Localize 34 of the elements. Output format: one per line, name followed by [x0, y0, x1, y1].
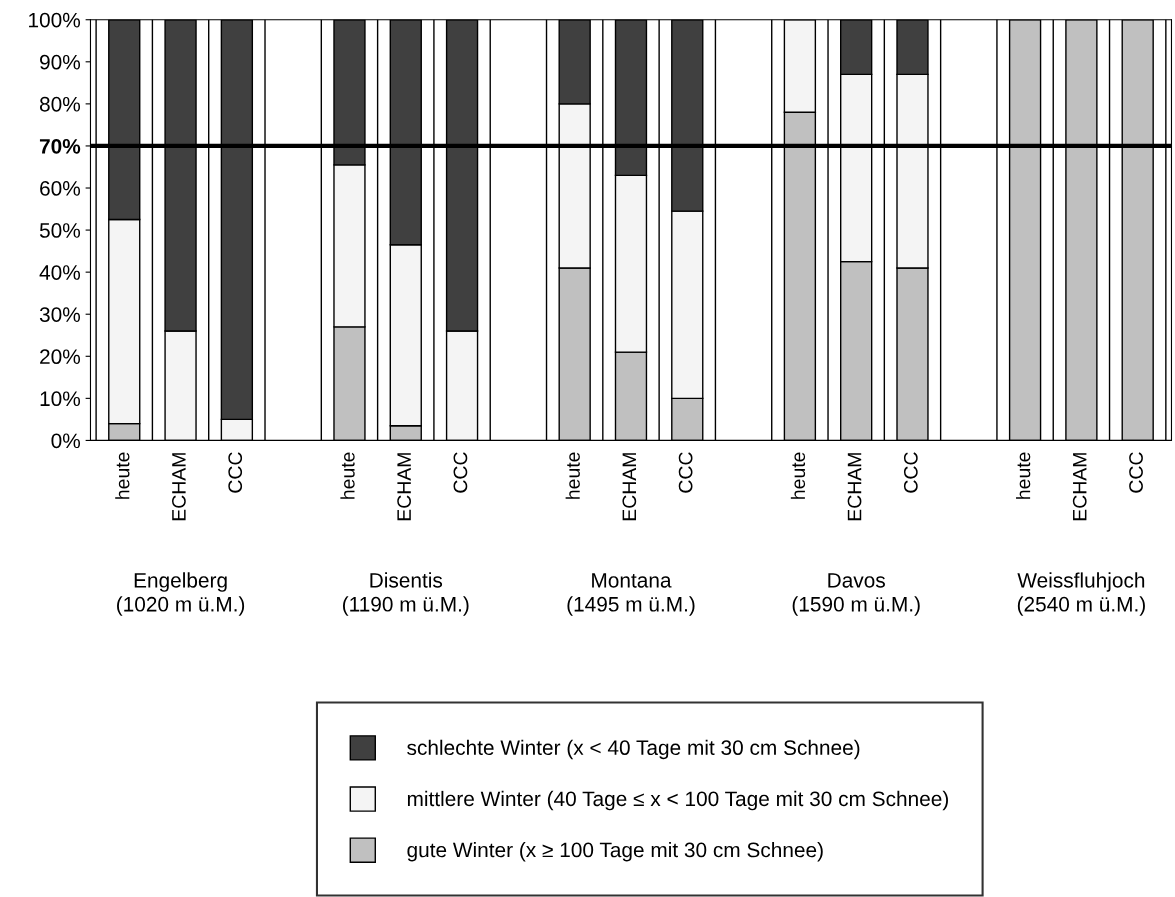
y-tick-label: 100% — [29, 12, 81, 28]
x-tick-label: ECHAM — [1072, 453, 1087, 521]
legend-label: gute Winter (x ≥ 100 Tage mit 30 cm Schnee) — [407, 842, 823, 862]
legend-label: schlechte Winter (x < 40 Tage mit 30 cm Schnee) — [407, 739, 860, 760]
x-tick-label: ECHAM — [172, 453, 186, 521]
y-tick-label: 60% — [40, 181, 81, 196]
x-tick-label: heute — [565, 452, 580, 499]
x-tick-label: CCC — [903, 452, 918, 493]
y-tick-label: 90% — [40, 54, 81, 70]
y-tick-label: 70% — [39, 138, 81, 154]
text: Disentis (1190 m ü.M.) — [343, 572, 469, 616]
text: Davos (1590 m ü.M.) — [792, 573, 920, 616]
y-tick-label: 40% — [39, 265, 81, 280]
y-tick-label: 20% — [40, 349, 81, 365]
y-tick-label: 80% — [39, 96, 81, 112]
y-tick-label: 50% — [39, 223, 81, 238]
x-tick-label: CCC — [1129, 452, 1143, 493]
text: Weissfluhjoch (2540 m ü.M.) — [1017, 572, 1145, 616]
y-tick-label: 0% — [51, 433, 81, 449]
x-tick-label: ECHAM — [397, 453, 411, 521]
x-tick-label: heute — [340, 452, 355, 499]
x-tick-label: ECHAM — [847, 453, 862, 521]
y-tick-label: 30% — [39, 307, 81, 322]
x-tick-label: CCC — [678, 452, 693, 493]
text: Montana (1495 m ü.M.) — [567, 573, 695, 616]
x-tick-label: heute — [790, 452, 806, 499]
x-tick-label: heute — [115, 452, 130, 499]
legend-label: mittlere Winter (40 Tage ≤ x < 100 Tage mit 30 cm Schnee) — [407, 790, 948, 811]
x-tick-label: CCC — [228, 452, 243, 493]
x-tick-label: ECHAM — [622, 453, 637, 521]
x-tick-label: CCC — [453, 452, 468, 493]
text: Engelberg (1020 m ü.M.) — [117, 572, 245, 616]
x-tick-label: heute — [1016, 452, 1031, 499]
y-tick-label: 10% — [40, 391, 81, 407]
